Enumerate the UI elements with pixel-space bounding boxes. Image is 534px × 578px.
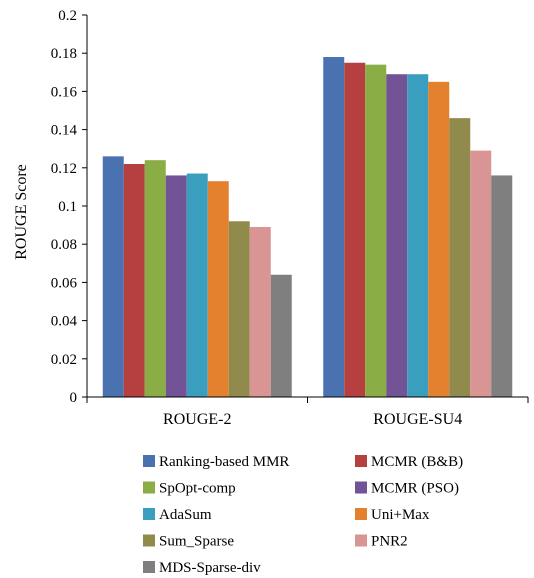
legend-swatch xyxy=(143,481,155,494)
legend-label: Ranking-based MMR xyxy=(159,454,289,470)
legend: Ranking-based MMR MCMR (B&B) SpOpt-comp MCM… xyxy=(143,454,463,576)
bar xyxy=(323,57,345,398)
bar xyxy=(102,156,124,397)
legend-label: Uni+Max xyxy=(371,507,430,523)
bar xyxy=(365,64,387,397)
legend-label: MDS-Sparse-div xyxy=(159,560,261,576)
y-axis-ticks: 0 0.02 0.04 0.06 0.08 0.1 0.12 0.14 0.16 0.18 0.2 xyxy=(51,8,87,406)
y-tick-label: 0.12 xyxy=(51,161,77,177)
y-tick-label: 0.04 xyxy=(51,314,78,330)
legend-label: SpOpt-comp xyxy=(159,481,236,497)
legend-swatch xyxy=(355,455,367,467)
y-tick-label: 0.06 xyxy=(51,275,78,291)
legend-label: MCMR (B&B) xyxy=(371,454,463,470)
y-tick-label: 0 xyxy=(70,390,78,406)
bar xyxy=(186,173,208,397)
y-tick-label: 0.16 xyxy=(51,84,78,100)
legend-swatch xyxy=(355,534,367,547)
bar xyxy=(207,181,229,397)
y-axis-label: ROUGE Score xyxy=(13,164,30,260)
bar xyxy=(428,81,450,397)
y-tick-label: 0.1 xyxy=(58,199,77,215)
bar xyxy=(470,150,492,397)
bar xyxy=(228,221,250,397)
legend-swatch xyxy=(355,508,367,520)
y-tick-label: 0.14 xyxy=(51,123,78,139)
bar xyxy=(165,175,187,397)
legend-label: Sum_Sparse xyxy=(159,534,234,550)
bar xyxy=(270,274,292,397)
bar xyxy=(491,175,513,397)
y-tick-label: 0.18 xyxy=(51,46,77,62)
legend-label: MCMR (PSO) xyxy=(371,481,459,497)
y-tick-label: 0.02 xyxy=(51,352,77,368)
bars-layer xyxy=(102,57,513,398)
bar xyxy=(344,62,366,397)
y-tick-label: 0.08 xyxy=(51,237,77,253)
legend-swatch xyxy=(143,508,155,520)
bar xyxy=(123,163,145,397)
bar xyxy=(407,74,429,398)
x-category-label: ROUGE-2 xyxy=(163,411,231,428)
legend-swatch xyxy=(143,534,155,547)
legend-swatch xyxy=(143,455,155,467)
legend-swatch xyxy=(143,561,155,573)
y-tick-label: 0.2 xyxy=(58,8,77,24)
axes-layer xyxy=(86,15,529,403)
bar xyxy=(144,160,166,397)
bar xyxy=(386,74,408,398)
bar xyxy=(449,118,471,397)
legend-label: PNR2 xyxy=(371,534,408,550)
bar xyxy=(249,227,271,397)
x-category-label: ROUGE-SU4 xyxy=(373,411,462,428)
x-axis-categories: ROUGE-2 ROUGE-SU4 xyxy=(163,411,462,428)
legend-swatch xyxy=(355,481,367,494)
legend-label: AdaSum xyxy=(159,507,212,523)
